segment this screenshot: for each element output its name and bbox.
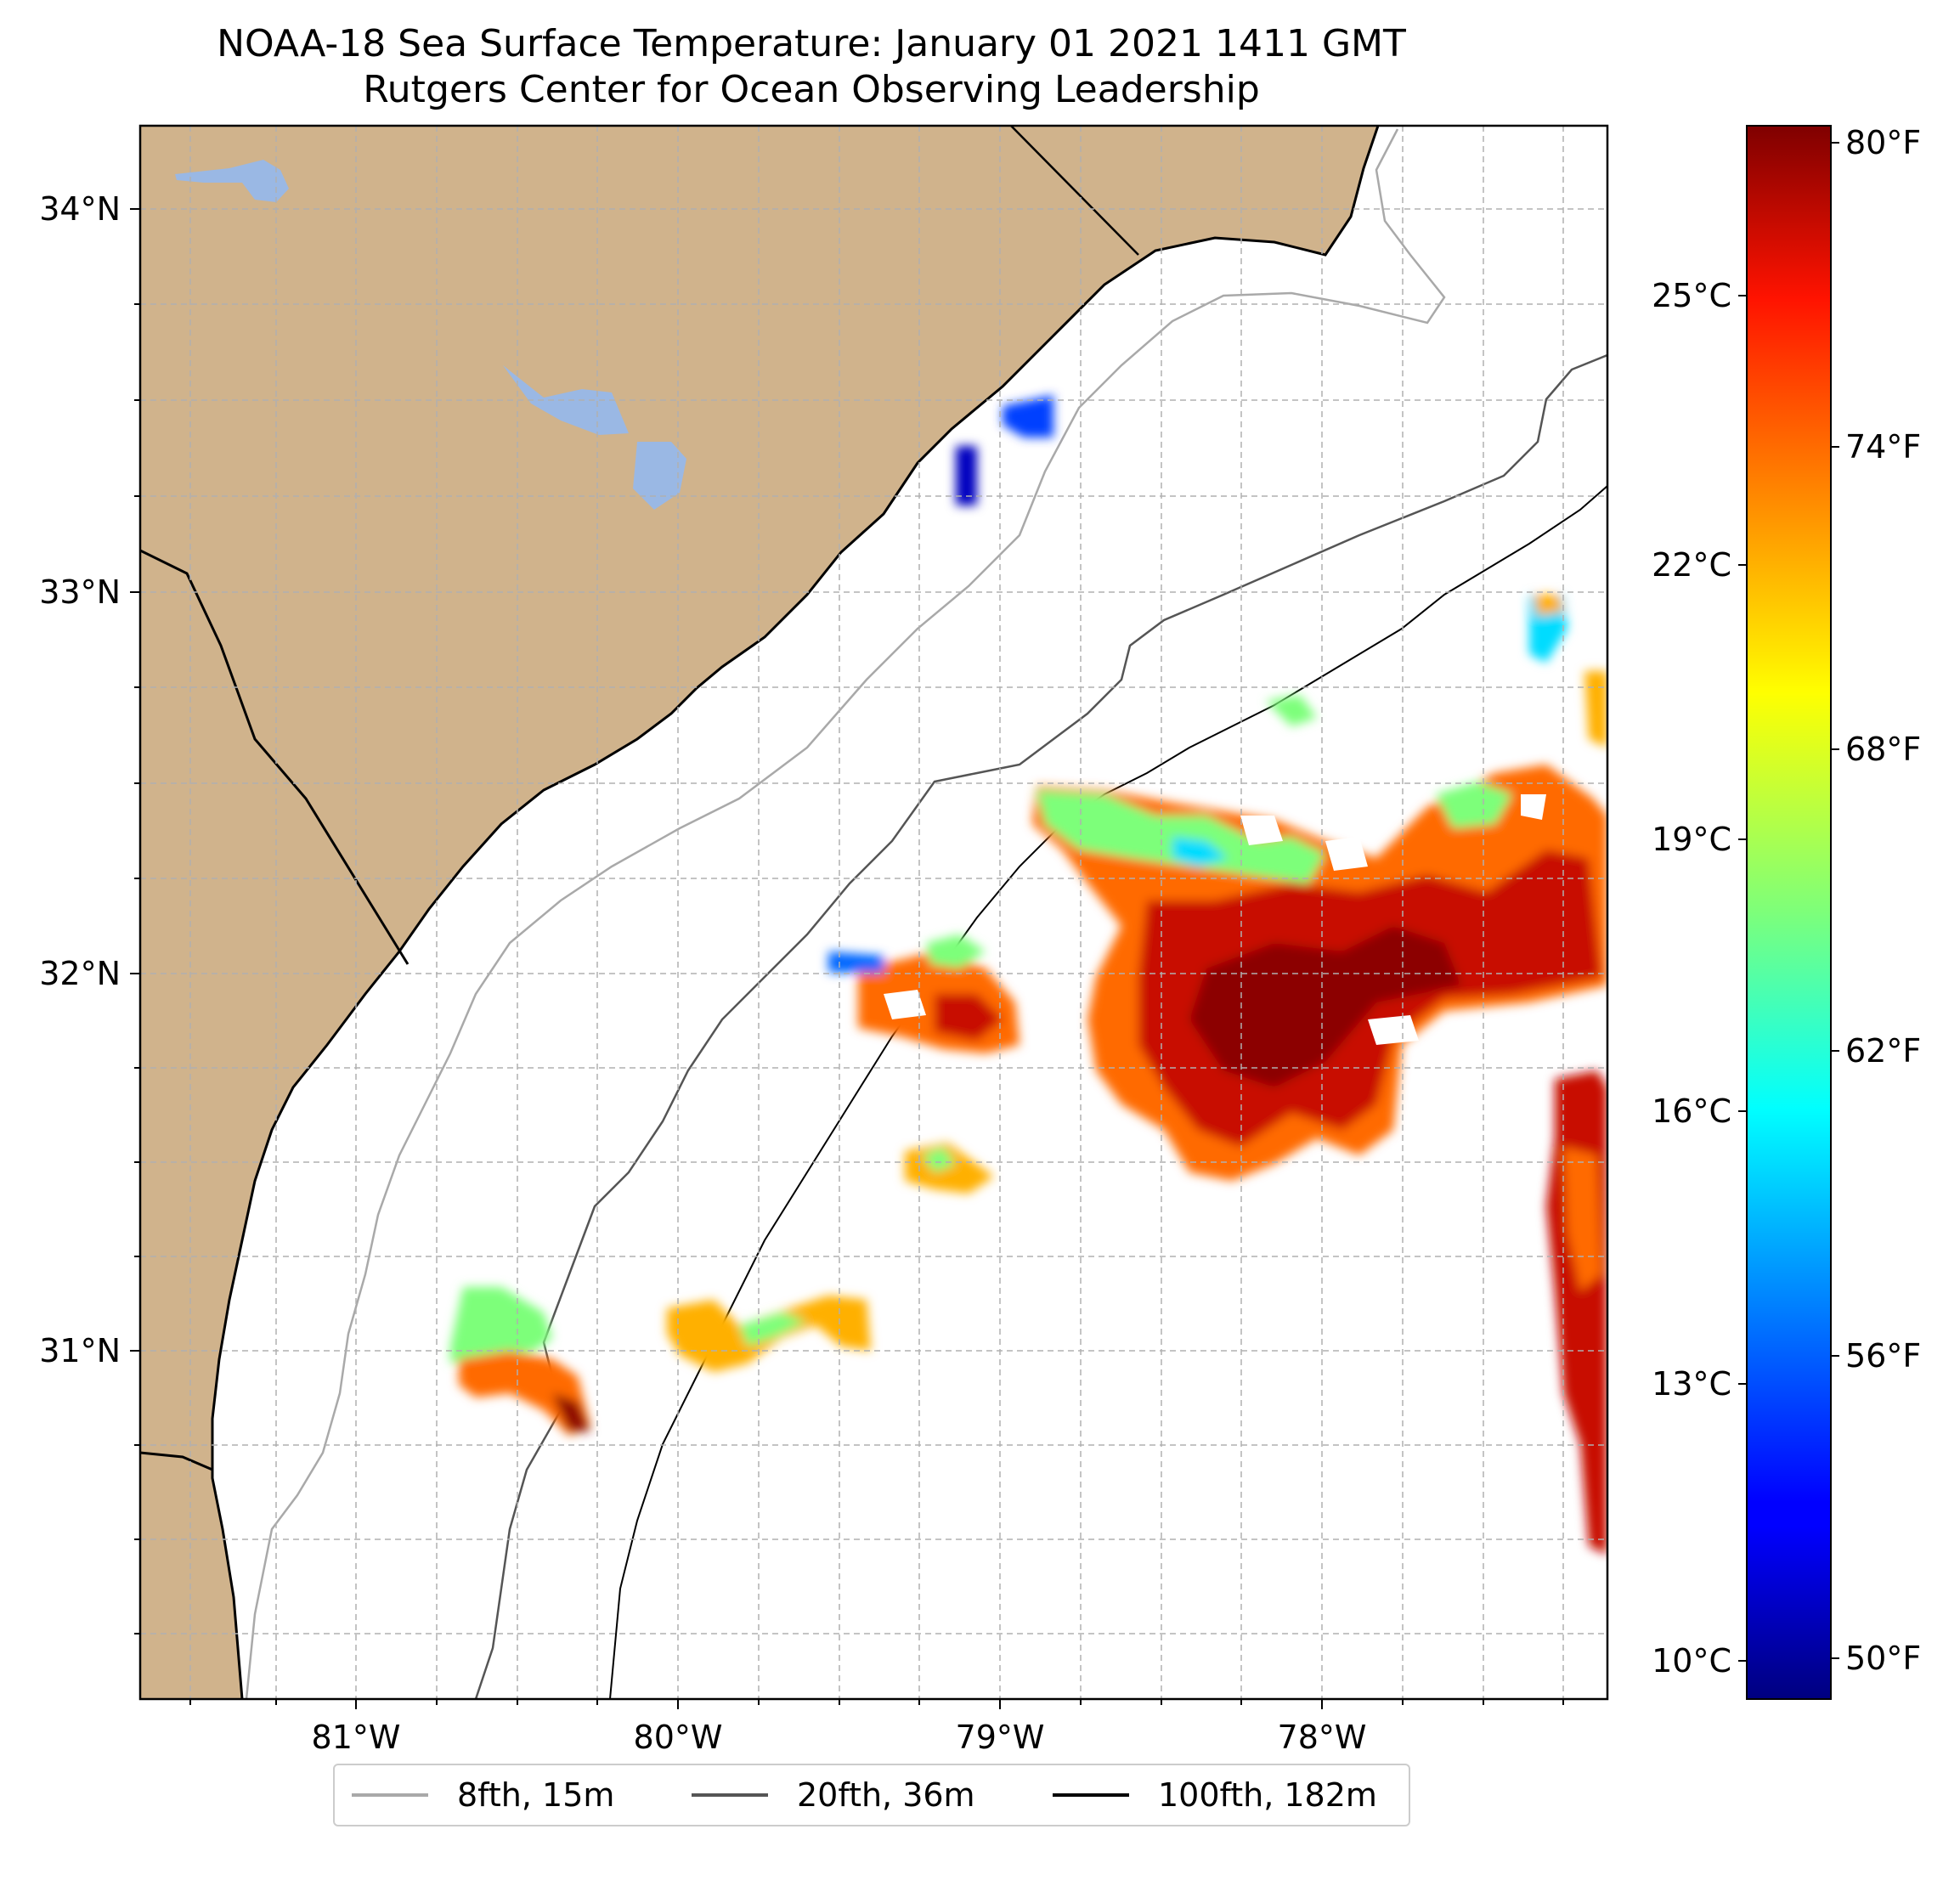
lat-tick-label: 34°N — [39, 190, 121, 228]
lon-tick-label: 79°W — [956, 1719, 1045, 1756]
colorbar-fahrenheit-label: 50°F — [1845, 1640, 1921, 1677]
lat-tick-label: 33°N — [39, 573, 121, 611]
colorbar-celsius-label: 16°C — [1652, 1092, 1731, 1130]
sst-patches — [450, 395, 1607, 1555]
gridlines — [140, 126, 1607, 1699]
plot-frame — [138, 124, 1609, 1701]
state-border — [140, 549, 410, 965]
lake — [175, 160, 289, 202]
colorbar-celsius-label: 22°C — [1652, 546, 1731, 584]
lat-tick-label: 31°N — [39, 1332, 121, 1369]
sst-patch — [1189, 926, 1461, 1087]
legend-label: 8fth, 15m — [457, 1776, 615, 1814]
colorbar-fahrenheit-label: 56°F — [1845, 1337, 1921, 1375]
lon-tick-label: 80°W — [634, 1719, 723, 1756]
sst-patch — [1266, 695, 1317, 726]
legend-item-20fth: 20fth, 36m — [692, 1765, 975, 1825]
legend-item-100fth: 100fth, 182m — [1053, 1765, 1377, 1825]
sst-patch — [459, 1351, 590, 1436]
legend-swatch-20fth — [692, 1793, 768, 1797]
coastline — [211, 126, 1380, 1699]
colorbar — [1746, 125, 1832, 1700]
sst-patch — [828, 951, 884, 973]
sst-patch — [1003, 395, 1053, 438]
sst-patch — [1436, 782, 1512, 828]
sst-patch — [1534, 595, 1563, 616]
lake — [633, 442, 686, 510]
lat-tick-label: 32°N — [39, 955, 121, 992]
isobath-legend: 8fth, 15m 20fth, 36m 100fth, 182m — [333, 1764, 1410, 1826]
land-mass — [140, 126, 1378, 1699]
axis-ticks — [130, 208, 1564, 1709]
legend-swatch-100fth — [1053, 1793, 1129, 1797]
colorbar-fahrenheit-label: 80°F — [1845, 124, 1921, 161]
sst-patch — [1036, 790, 1325, 884]
sst-patch — [926, 934, 986, 968]
sst-holes — [884, 794, 1546, 1045]
colorbar-ticks — [1738, 142, 1839, 1662]
colorbar-fahrenheit-label: 68°F — [1845, 731, 1921, 768]
lon-tick-label: 81°W — [312, 1719, 401, 1756]
colorbar-celsius-label: 13°C — [1652, 1365, 1731, 1403]
sst-patch — [739, 1313, 807, 1346]
sst-patch — [922, 1147, 956, 1172]
sst-patch — [1172, 837, 1228, 867]
sst-patch — [935, 994, 1003, 1041]
state-border — [140, 1451, 213, 1471]
legend-swatch-8fth — [352, 1793, 428, 1797]
lon-tick-label: 78°W — [1278, 1719, 1367, 1756]
chart-title: NOAA-18 Sea Surface Temperature: January… — [217, 22, 1406, 65]
sst-patch — [1563, 1147, 1601, 1291]
state-border — [1010, 126, 1139, 256]
legend-item-8fth: 8fth, 15m — [352, 1765, 614, 1825]
colorbar-fahrenheit-label: 62°F — [1845, 1032, 1921, 1070]
legend-label: 20fth, 36m — [797, 1776, 975, 1814]
sst-patch — [552, 1393, 590, 1431]
isobath-8fth — [245, 128, 1446, 1699]
chart-subtitle: Rutgers Center for Ocean Observing Leade… — [363, 68, 1260, 111]
sst-patch — [1584, 671, 1607, 748]
legend-label: 100fth, 182m — [1158, 1776, 1377, 1814]
sst-patch — [956, 446, 977, 505]
lake — [503, 365, 629, 435]
sst-patch — [450, 1287, 552, 1363]
colorbar-celsius-label: 19°C — [1652, 821, 1731, 858]
colorbar-celsius-label: 10°C — [1652, 1642, 1731, 1680]
colorbar-fahrenheit-label: 74°F — [1845, 428, 1921, 466]
colorbar-celsius-label: 25°C — [1652, 277, 1731, 314]
